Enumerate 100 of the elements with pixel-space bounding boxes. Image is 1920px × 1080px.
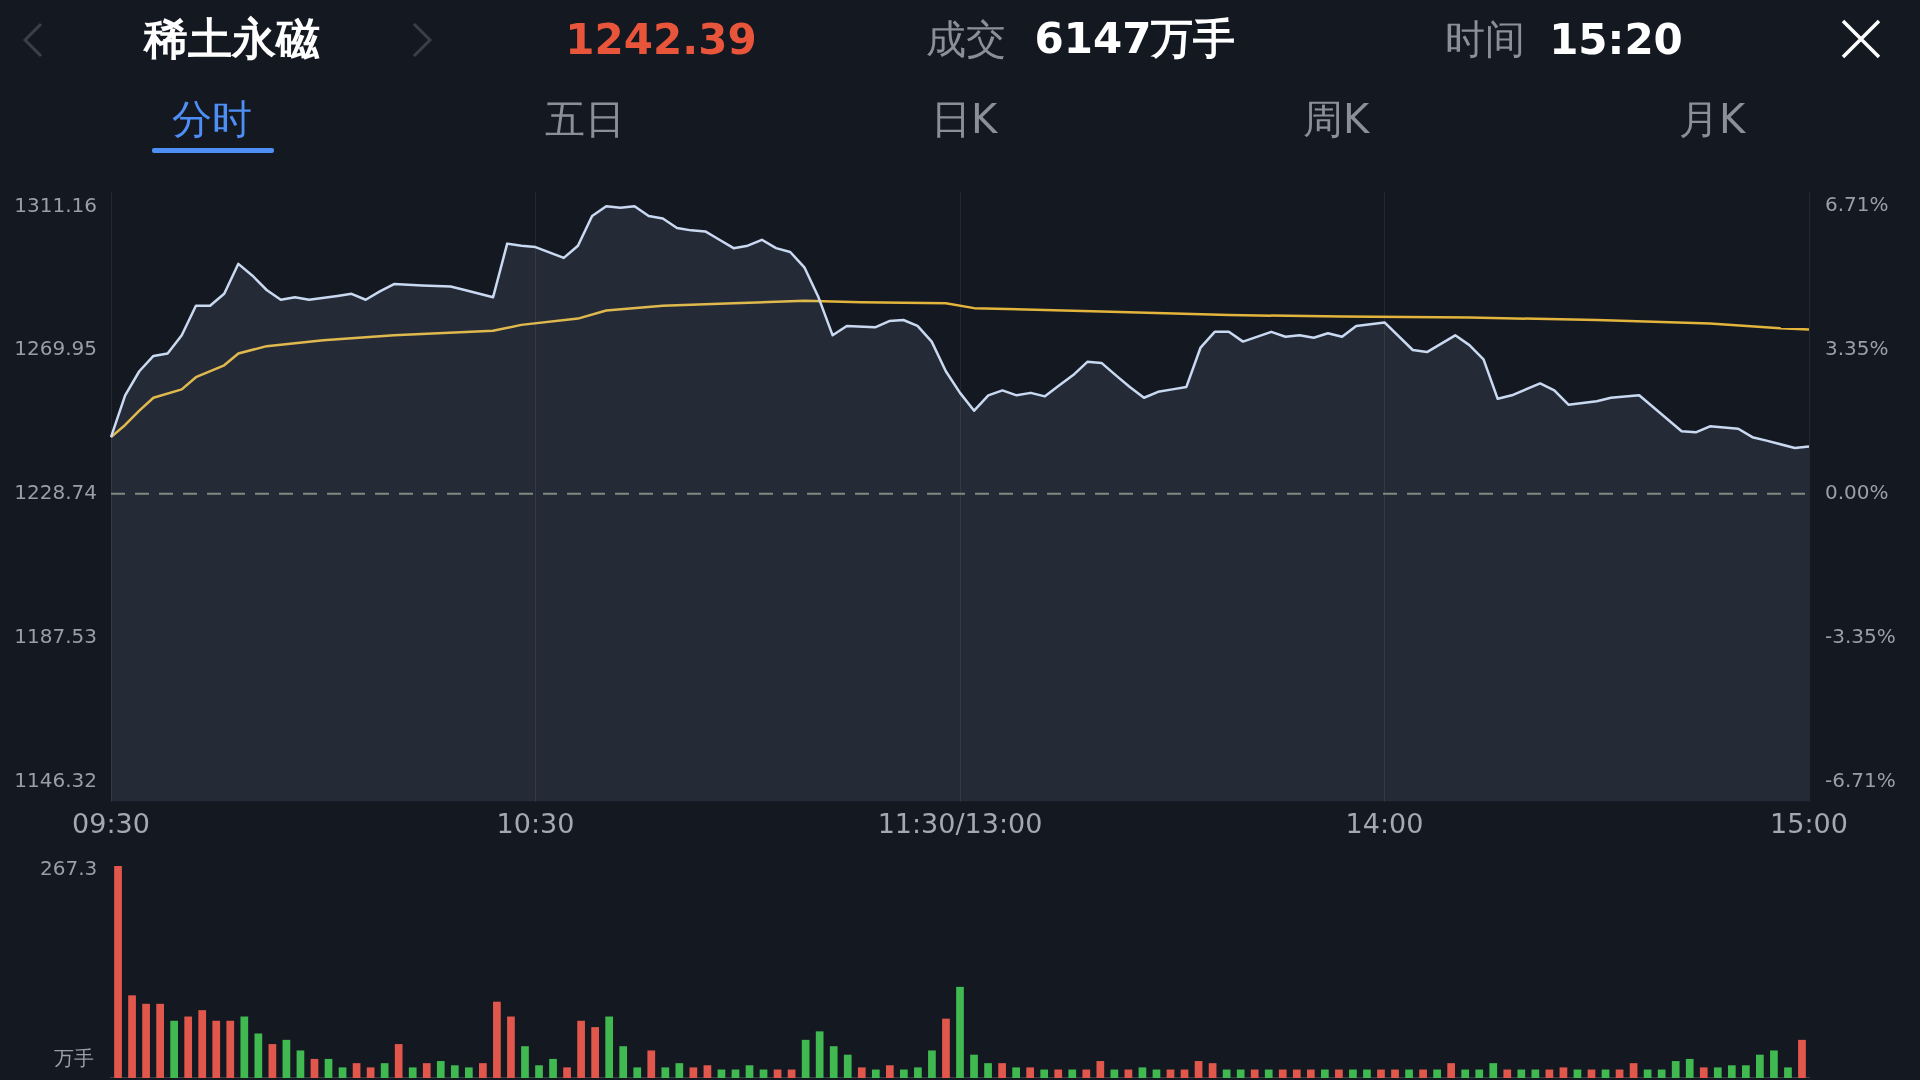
bar [198, 1010, 207, 1078]
text: 月K [1678, 94, 1746, 144]
bar [156, 1003, 164, 1078]
bar [633, 1067, 642, 1078]
bar [801, 1039, 810, 1078]
bar [549, 1058, 557, 1078]
bar [998, 1063, 1006, 1078]
bar [591, 1027, 599, 1078]
bar [914, 1067, 922, 1078]
bar [1040, 1069, 1049, 1078]
x-tick-label: 09:30 [72, 807, 150, 839]
x-tick-label: 14:00 [1345, 807, 1424, 839]
bar [1461, 1069, 1470, 1078]
bar [815, 1031, 824, 1078]
bar [1236, 1069, 1245, 1078]
bar [984, 1063, 992, 1078]
bar [885, 1065, 894, 1078]
bar [956, 986, 964, 1078]
bar [1208, 1063, 1217, 1078]
chart-title: 稀土永磁 [144, 11, 320, 66]
bar [1685, 1058, 1694, 1078]
bar [170, 1020, 179, 1078]
bar [128, 995, 136, 1078]
bar [1419, 1069, 1427, 1078]
text: 6147万手 [1034, 13, 1236, 65]
bar [422, 1063, 431, 1078]
bar [1306, 1069, 1315, 1078]
bar [1264, 1069, 1273, 1078]
bar [1756, 1054, 1764, 1078]
bar [464, 1067, 473, 1078]
bar [970, 1054, 978, 1078]
bar [436, 1061, 445, 1078]
y-axis-title: 万手 [54, 1045, 94, 1072]
bar [1559, 1067, 1568, 1078]
bar [1321, 1069, 1329, 1078]
y2-tick-label: 6.71% [1825, 192, 1889, 217]
text: 成交 [926, 14, 1006, 64]
bar [647, 1050, 656, 1078]
bar [1250, 1069, 1259, 1078]
bar [1292, 1069, 1301, 1078]
bar [1503, 1069, 1512, 1078]
bar [1475, 1069, 1484, 1078]
bar [1629, 1063, 1638, 1078]
bar [521, 1046, 529, 1078]
bar [535, 1065, 543, 1078]
bar [1447, 1063, 1456, 1078]
bar [1405, 1069, 1413, 1078]
bar [689, 1067, 698, 1078]
bar [254, 1033, 263, 1078]
bar [450, 1065, 459, 1078]
text: 五日 [545, 94, 625, 144]
bar [1096, 1061, 1105, 1078]
bar [563, 1067, 571, 1078]
bar [282, 1039, 291, 1078]
y-tick-label: 1187.53 [14, 623, 97, 648]
bar [675, 1063, 684, 1078]
bar [479, 1063, 487, 1078]
bar [1363, 1069, 1371, 1078]
bar [240, 1016, 249, 1078]
y2-tick-label: 3.35% [1825, 336, 1889, 361]
bar [184, 1016, 193, 1078]
text: 周K [1302, 94, 1370, 144]
text: 日K [930, 94, 998, 144]
text: 15:20 [1549, 14, 1683, 64]
y-tick-label: 1269.95 [14, 336, 97, 361]
bar [324, 1058, 333, 1078]
bar [1335, 1069, 1343, 1078]
text: 分时 [172, 94, 252, 144]
bar [900, 1069, 908, 1078]
bar [1657, 1069, 1666, 1078]
bar [380, 1063, 389, 1078]
bar [310, 1058, 319, 1078]
bar [619, 1046, 628, 1078]
bar [352, 1063, 361, 1078]
bar [1138, 1067, 1147, 1078]
bar [1082, 1069, 1091, 1078]
bar [1699, 1067, 1708, 1078]
bar [1741, 1065, 1750, 1078]
x-tick-label: 10:30 [496, 807, 575, 839]
bar [1798, 1039, 1806, 1078]
bar [1391, 1069, 1399, 1078]
bar [1433, 1069, 1441, 1078]
y2-tick-label: 0.00% [1825, 480, 1889, 504]
bar [703, 1065, 712, 1078]
x-tick-label: 15:00 [1770, 807, 1848, 839]
bar [296, 1050, 305, 1078]
bar [212, 1020, 221, 1078]
y-tick-label: 1146.32 [14, 767, 97, 792]
bar [1349, 1069, 1357, 1078]
bar [142, 1003, 150, 1078]
bar [829, 1046, 838, 1078]
text: 1242.39 [565, 14, 757, 64]
bar [366, 1067, 375, 1078]
bar [745, 1065, 754, 1078]
bar [408, 1067, 417, 1078]
bar [871, 1069, 880, 1078]
bar [942, 1018, 950, 1078]
bar [226, 1020, 235, 1078]
bar [1784, 1067, 1792, 1078]
bar [1770, 1050, 1778, 1078]
